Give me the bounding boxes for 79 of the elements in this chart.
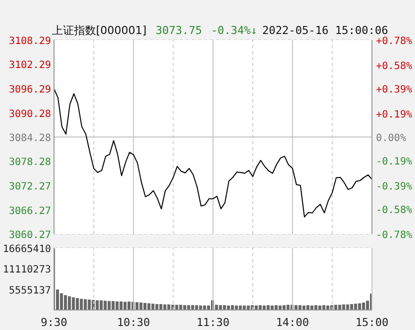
y-tick-label: 16665410 — [2, 244, 51, 255]
x-tick-label: 15:00 — [355, 316, 389, 329]
bar — [135, 302, 138, 310]
bar — [346, 304, 350, 310]
bar — [358, 303, 362, 310]
bar — [191, 305, 194, 310]
bar — [116, 301, 119, 310]
bar — [350, 304, 354, 310]
y-tick-label: 3084.28 — [8, 133, 51, 144]
y-tick-label: 3096.29 — [8, 84, 51, 96]
x-tick-label: 11:30 — [196, 316, 230, 329]
bar — [222, 305, 226, 310]
y-tick-label: 3108.29 — [8, 36, 51, 47]
bar — [322, 305, 326, 310]
y2-tick-label: +0.58% — [376, 60, 412, 72]
bar — [362, 302, 366, 310]
y-tick-label: 3090.28 — [8, 108, 51, 120]
bar — [354, 304, 358, 310]
bar — [298, 305, 302, 310]
y-tick-label: 3078.28 — [8, 157, 51, 168]
bar — [294, 305, 298, 310]
bar — [230, 305, 234, 310]
bar — [100, 300, 103, 310]
y-tick-label: 3102.29 — [8, 60, 51, 72]
bar — [187, 305, 190, 310]
bar — [60, 293, 63, 310]
x-tick-label: 9:30 — [40, 316, 68, 329]
chart-title: 上证指数[000001] — [52, 24, 147, 37]
line-series — [54, 88, 372, 218]
text: 3073.75 — [156, 24, 202, 37]
bar — [139, 302, 142, 310]
bar — [306, 305, 310, 310]
y2-tick-label: -0.58% — [376, 205, 412, 216]
bar — [104, 300, 107, 310]
y2-tick-label: -0.78% — [376, 230, 412, 241]
bar — [258, 305, 262, 310]
bar — [159, 304, 162, 310]
bar — [64, 295, 67, 310]
bar — [282, 305, 286, 310]
bar — [108, 301, 111, 310]
bar — [274, 305, 278, 310]
y-tick-label: 3060.27 — [8, 230, 51, 241]
bar — [151, 304, 154, 310]
bar — [96, 300, 99, 310]
bar — [84, 299, 87, 310]
bar — [195, 305, 198, 310]
bar — [167, 304, 170, 310]
y-tick-label: 5555137 — [8, 285, 51, 296]
bar — [183, 305, 186, 310]
bar — [143, 302, 146, 310]
y2-tick-label: -0.39% — [376, 182, 412, 192]
bar — [112, 301, 115, 310]
bar — [314, 305, 318, 310]
y2-tick-label: +0.39% — [376, 84, 412, 96]
x-tick-label: 14:00 — [276, 316, 310, 329]
text: 2022-05-16 15:00:06 — [262, 24, 388, 37]
bar — [163, 304, 166, 310]
y-tick-label: 3072.27 — [8, 182, 51, 193]
bar — [80, 298, 83, 310]
bar — [120, 301, 123, 310]
text: -0.34%↓ — [210, 24, 258, 37]
bar — [76, 298, 79, 310]
bar — [266, 305, 270, 310]
bar — [68, 296, 71, 310]
bar — [218, 305, 222, 310]
bar — [128, 301, 131, 310]
y2-tick-label: +0.78% — [376, 36, 412, 47]
bar — [342, 304, 346, 310]
y2-tick-label: 0.00% — [376, 133, 406, 144]
bar — [88, 300, 91, 310]
y2-tick-label: -0.19% — [376, 156, 412, 168]
bar — [147, 303, 150, 310]
bar — [124, 302, 127, 310]
y-tick-label: 11110273 — [2, 264, 51, 276]
y-tick-label: 3066.27 — [8, 206, 51, 217]
x-tick-label: 10:30 — [116, 316, 150, 329]
bar — [155, 304, 158, 310]
y2-tick-label: +0.19% — [376, 109, 412, 120]
bar — [72, 297, 75, 310]
